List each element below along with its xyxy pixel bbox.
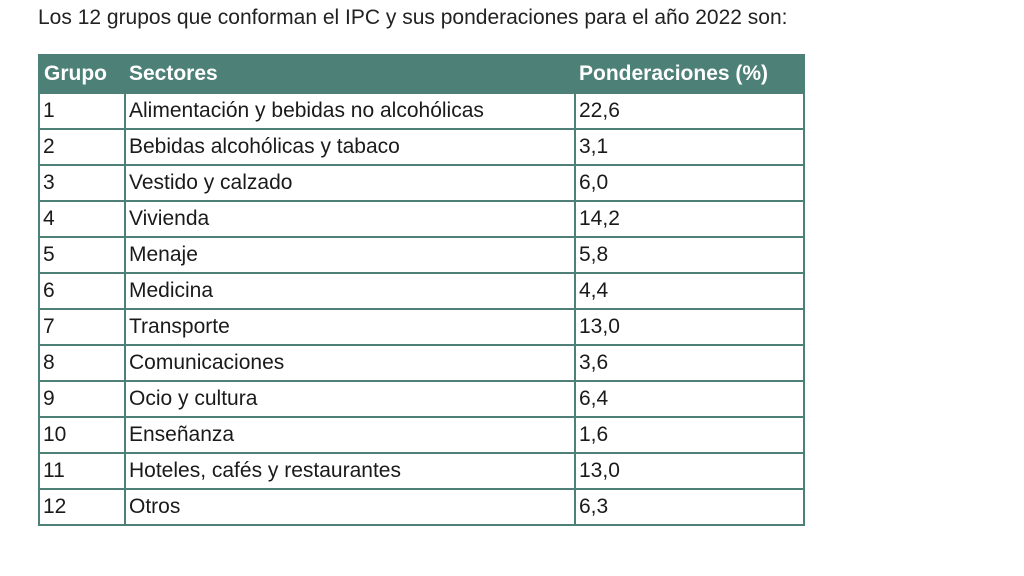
cell-grupo: 6 <box>38 272 126 310</box>
cell-ponderacion: 5,8 <box>574 236 805 274</box>
table-row: 11 Hoteles, cafés y restaurantes 13,0 <box>38 452 805 490</box>
cell-grupo: 10 <box>38 416 126 454</box>
table-row: 3 Vestido y calzado 6,0 <box>38 164 805 202</box>
cell-sector: Medicina <box>124 272 576 310</box>
table-row: 10 Enseñanza 1,6 <box>38 416 805 454</box>
table-row: 7 Transporte 13,0 <box>38 308 805 346</box>
intro-text: Los 12 grupos que conforman el IPC y sus… <box>38 6 788 29</box>
cell-grupo: 12 <box>38 488 126 526</box>
ipc-weights-table: Grupo Sectores Ponderaciones (%) 1 Alime… <box>38 54 805 526</box>
cell-sector: Hoteles, cafés y restaurantes <box>124 452 576 490</box>
cell-sector: Enseñanza <box>124 416 576 454</box>
table-row: 9 Ocio y cultura 6,4 <box>38 380 805 418</box>
cell-ponderacion: 22,6 <box>574 92 805 130</box>
table-row: 1 Alimentación y bebidas no alcohólicas … <box>38 92 805 130</box>
table-row: 12 Otros 6,3 <box>38 488 805 526</box>
table-header-row: Grupo Sectores Ponderaciones (%) <box>39 55 804 93</box>
cell-grupo: 9 <box>38 380 126 418</box>
header-grupo: Grupo <box>39 55 125 93</box>
header-ponderaciones: Ponderaciones (%) <box>575 55 804 93</box>
cell-sector: Menaje <box>124 236 576 274</box>
cell-ponderacion: 6,0 <box>574 164 805 202</box>
cell-ponderacion: 4,4 <box>574 272 805 310</box>
cell-grupo: 5 <box>38 236 126 274</box>
cell-sector: Alimentación y bebidas no alcohólicas <box>124 92 576 130</box>
cell-ponderacion: 1,6 <box>574 416 805 454</box>
cell-grupo: 3 <box>38 164 126 202</box>
cell-ponderacion: 13,0 <box>574 452 805 490</box>
cell-sector: Transporte <box>124 308 576 346</box>
cell-sector: Otros <box>124 488 576 526</box>
cell-grupo: 11 <box>38 452 126 490</box>
cell-sector: Bebidas alcohólicas y tabaco <box>124 128 576 166</box>
cell-sector: Ocio y cultura <box>124 380 576 418</box>
cell-ponderacion: 13,0 <box>574 308 805 346</box>
cell-grupo: 4 <box>38 200 126 238</box>
table-row: 8 Comunicaciones 3,6 <box>38 344 805 382</box>
cell-sector: Vestido y calzado <box>124 164 576 202</box>
table-row: 4 Vivienda 14,2 <box>38 200 805 238</box>
table-row: 2 Bebidas alcohólicas y tabaco 3,1 <box>38 128 805 166</box>
table-row: 5 Menaje 5,8 <box>38 236 805 274</box>
cell-sector: Comunicaciones <box>124 344 576 382</box>
table-row: 6 Medicina 4,4 <box>38 272 805 310</box>
cell-grupo: 1 <box>38 92 126 130</box>
cell-ponderacion: 6,3 <box>574 488 805 526</box>
cell-ponderacion: 3,6 <box>574 344 805 382</box>
cell-ponderacion: 6,4 <box>574 380 805 418</box>
cell-grupo: 2 <box>38 128 126 166</box>
cell-sector: Vivienda <box>124 200 576 238</box>
cell-grupo: 7 <box>38 308 126 346</box>
cell-grupo: 8 <box>38 344 126 382</box>
cell-ponderacion: 3,1 <box>574 128 805 166</box>
header-sectores: Sectores <box>125 55 575 93</box>
cell-ponderacion: 14,2 <box>574 200 805 238</box>
